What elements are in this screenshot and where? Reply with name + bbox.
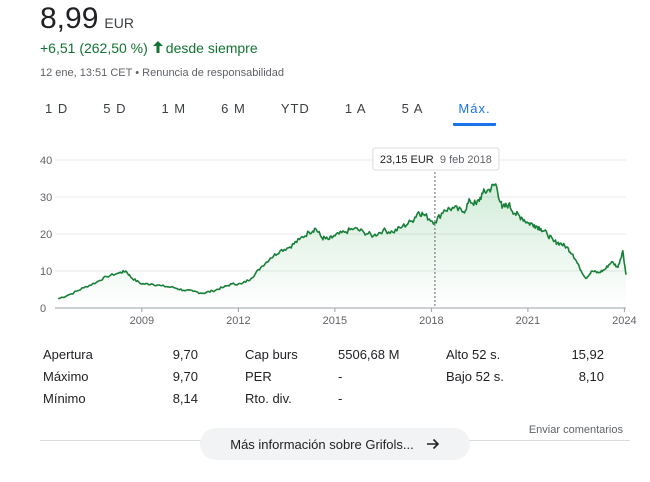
tab-max[interactable]: Máx. bbox=[453, 97, 496, 126]
range-tabs: 1 D 5 D 1 M 6 M YTD 1 A 5 A Máx. bbox=[40, 97, 521, 126]
change-value: +6,51 (262,50 %) bbox=[40, 40, 148, 56]
tab-1d[interactable]: 1 D bbox=[45, 101, 69, 116]
chart-price-line bbox=[57, 183, 627, 300]
disclaimer-link[interactable]: Renuncia de responsabilidad bbox=[142, 67, 285, 79]
currency-label: EUR bbox=[104, 15, 134, 31]
tab-ytd[interactable]: YTD bbox=[280, 101, 310, 116]
x-tick-label: 2024 bbox=[612, 315, 636, 327]
stat-value-high: 9,70 bbox=[172, 369, 198, 384]
tab-1m[interactable]: 1 M bbox=[161, 101, 187, 116]
y-tick-label: 20 bbox=[40, 229, 52, 241]
stat-value-mktcap: 5506,68 M bbox=[338, 347, 400, 362]
chart-area-fill bbox=[58, 184, 626, 308]
stat-value-per: - bbox=[338, 369, 343, 384]
change-period: desde siempre bbox=[165, 40, 258, 56]
price-change: +6,51 (262,50 %) desde siempre bbox=[40, 40, 258, 56]
stat-label-low: Mínimo bbox=[43, 391, 86, 406]
stat-label-mktcap: Cap burs bbox=[245, 347, 298, 362]
arrow-up-icon bbox=[152, 40, 163, 56]
price-chart[interactable]: 0 10 20 30 40 2009 2012 2015 2018 2021 2024 23,15… bbox=[0, 140, 650, 335]
tab-5a[interactable]: 5 A bbox=[401, 101, 424, 116]
x-tick-label: 2021 bbox=[516, 315, 540, 327]
stat-label-52w-high: Alto 52 s. bbox=[446, 347, 501, 362]
chart-tooltip: 23,15 EUR 9 feb 2018 bbox=[372, 147, 500, 171]
x-tick-label: 2009 bbox=[130, 315, 154, 327]
price-header: 8,99 EUR bbox=[40, 0, 134, 40]
more-info-button[interactable]: Más información sobre Grifols... bbox=[200, 428, 470, 460]
stat-label-open: Apertura bbox=[43, 347, 93, 362]
feedback-link[interactable]: Enviar comentarios bbox=[528, 424, 623, 436]
y-tick-label: 10 bbox=[40, 266, 52, 278]
stat-value-low: 8,14 bbox=[172, 391, 198, 406]
stat-label-per: PER bbox=[245, 369, 272, 384]
arrow-right-icon bbox=[426, 438, 440, 450]
price-meta: 12 ene, 13:51 CET • Renuncia de responsa… bbox=[40, 67, 284, 79]
timestamp: 12 ene, 13:51 CET bbox=[40, 67, 133, 79]
y-tick-label: 0 bbox=[40, 303, 46, 315]
y-tick-label: 40 bbox=[40, 155, 52, 167]
stat-value-52w-low: 8,10 bbox=[578, 369, 604, 384]
stat-value-dividend: - bbox=[338, 391, 343, 406]
tooltip-date: 9 feb 2018 bbox=[440, 154, 492, 166]
more-info-label: Más información sobre Grifols... bbox=[230, 436, 414, 452]
tab-5d[interactable]: 5 D bbox=[103, 101, 127, 116]
stat-label-high: Máximo bbox=[43, 369, 89, 384]
stat-label-52w-low: Bajo 52 s. bbox=[446, 369, 504, 384]
x-tick-label: 2015 bbox=[323, 315, 347, 327]
current-price: 8,99 bbox=[40, 2, 99, 35]
stat-label-dividend: Rto. div. bbox=[245, 391, 292, 406]
y-tick-label: 30 bbox=[40, 192, 52, 204]
x-tick-label: 2012 bbox=[226, 315, 250, 327]
stat-value-52w-high: 15,92 bbox=[571, 347, 604, 362]
stat-value-open: 9,70 bbox=[172, 347, 198, 362]
tab-1a[interactable]: 1 A bbox=[344, 101, 367, 116]
tooltip-value: 23,15 EUR bbox=[380, 154, 434, 166]
x-tick-label: 2018 bbox=[419, 315, 443, 327]
tab-6m[interactable]: 6 M bbox=[221, 101, 246, 116]
meta-separator: • bbox=[135, 67, 140, 79]
